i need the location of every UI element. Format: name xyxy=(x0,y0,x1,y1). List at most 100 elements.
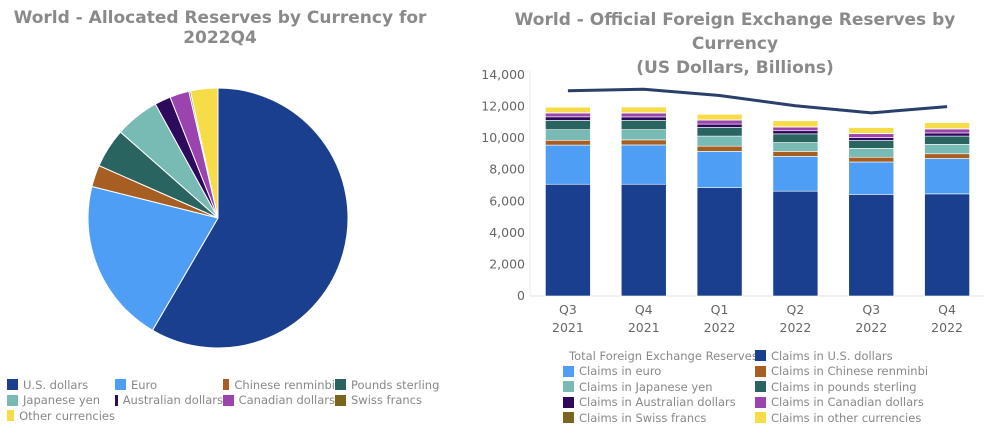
y-tick-label: 2,000 xyxy=(489,256,525,271)
legend-item-total-foreign-exchange-reserves: Total Foreign Exchange Reserves xyxy=(563,348,758,364)
bar-segment-claims-in-australian-dollars xyxy=(848,137,895,141)
legend-label: Pounds sterling xyxy=(351,377,440,392)
bar-segment-claims-in-u-s-dollars xyxy=(848,194,895,297)
bar-segment-claims-in-euro xyxy=(545,144,591,185)
pie-legend: U.S. dollars Euro Chinese renminbi Pounds s… xyxy=(7,377,447,424)
bar-segment-claims-in-chinese-renminbi xyxy=(620,139,667,146)
bar-segment-claims-in-chinese-renminbi xyxy=(772,151,819,157)
pie-slice-u-s-dollars xyxy=(151,87,349,349)
legend-label: Claims in Canadian dollars xyxy=(771,395,924,410)
legend-swatch xyxy=(7,379,18,391)
bar-segment-claims-in-canadian-dollars xyxy=(545,112,591,118)
legend-swatch xyxy=(115,379,126,391)
bar-segment-claims-in-pounds-sterling xyxy=(696,127,743,137)
x-tick-label: 2022 xyxy=(704,320,736,335)
legend-swatch xyxy=(223,379,230,391)
bar-segment-claims-in-canadian-dollars xyxy=(772,126,819,132)
legend-swatch xyxy=(335,394,346,406)
bar-segment-claims-in-other-currencies xyxy=(924,122,970,129)
y-tick-label: 10,000 xyxy=(481,130,525,145)
bar-segment-claims-in-australian-dollars xyxy=(545,116,591,121)
bar-segment-claims-in-pounds-sterling xyxy=(545,120,591,130)
legend-label: Claims in pounds sterling xyxy=(771,379,917,394)
bar-segment-claims-in-euro xyxy=(848,161,895,195)
legend-swatch xyxy=(755,412,766,424)
bar-segment-claims-in-canadian-dollars xyxy=(848,133,895,138)
legend-label: Euro xyxy=(131,377,158,392)
bar-segment-claims-in-japanese-yen xyxy=(772,142,819,152)
bar-segment-claims-in-australian-dollars xyxy=(620,116,667,121)
x-tick-label: 2021 xyxy=(552,320,584,335)
legend-item-canadian-dollars: Canadian dollars xyxy=(223,393,335,409)
legend-swatch xyxy=(7,410,15,422)
bar-segment-claims-in-japanese-yen xyxy=(848,148,895,158)
legend-label: Total Foreign Exchange Reserves xyxy=(569,348,758,363)
legend-swatch xyxy=(755,350,766,362)
bar-segment-claims-in-japanese-yen xyxy=(924,143,970,155)
bar-segment-claims-in-australian-dollars xyxy=(772,130,819,135)
legend-label: Canadian dollars xyxy=(238,393,335,408)
y-tick-label: 0 xyxy=(517,288,525,303)
x-tick-label: Q4 xyxy=(938,302,956,317)
bar-segment-claims-in-pounds-sterling xyxy=(620,120,667,130)
bar-segment-claims-in-australian-dollars xyxy=(696,123,743,128)
y-tick-label: 14,000 xyxy=(481,67,525,82)
y-tick-label: 12,000 xyxy=(481,99,525,114)
pie-slice-euro xyxy=(87,185,219,331)
pie-chart-title: World - Allocated Reserves by Currency f… xyxy=(13,8,427,48)
x-tick-label: 2022 xyxy=(855,320,887,335)
legend-swatch xyxy=(563,365,574,377)
legend-label: Claims in Swiss francs xyxy=(579,410,707,425)
legend-swatch xyxy=(755,365,766,377)
legend-label: U.S. dollars xyxy=(23,377,89,392)
x-tick-label: 2022 xyxy=(780,320,812,335)
legend-item-claims-in-canadian-dollars: Claims in Canadian dollars xyxy=(755,395,947,411)
bar-segment-claims-in-u-s-dollars xyxy=(696,187,743,297)
legend-item-claims-in-pounds-sterling: Claims in pounds sterling xyxy=(755,379,947,395)
pie-slice-other-currencies xyxy=(189,87,219,219)
bar-legend: Total Foreign Exchange Reserves Claims in… xyxy=(563,348,963,426)
legend-item-euro: Euro xyxy=(115,377,223,393)
bar-segment-claims-in-euro xyxy=(620,144,667,185)
legend-label: Claims in Australian dollars xyxy=(579,395,736,410)
bar-chart-title: World - Official Foreign Exchange Reserv… xyxy=(470,8,1000,80)
legend-item-claims-in-swiss-francs: Claims in Swiss francs xyxy=(563,410,755,426)
bar-chart-title-main: World - Official Foreign Exchange Reserv… xyxy=(514,10,956,54)
legend-item-claims-in-other-currencies: Claims in other currencies xyxy=(755,410,947,426)
bar-segment-claims-in-chinese-renminbi xyxy=(924,153,970,159)
legend-item-pounds-sterling: Pounds sterling xyxy=(335,377,443,393)
bar-segment-claims-in-canadian-dollars xyxy=(696,119,743,125)
legend-item-chinese-renminbi: Chinese renminbi xyxy=(223,377,335,393)
legend-swatch xyxy=(115,394,118,406)
legend-label: Claims in Japanese yen xyxy=(579,379,713,394)
legend-swatch xyxy=(755,396,766,408)
legend-swatch xyxy=(563,396,574,408)
legend-item-swiss-francs: Swiss francs xyxy=(335,393,443,409)
legend-label: Swiss francs xyxy=(351,393,422,408)
bar-segment-claims-in-chinese-renminbi xyxy=(848,156,895,163)
legend-item-claims-in-australian-dollars: Claims in Australian dollars xyxy=(563,395,755,411)
legend-item-claims-in-euro: Claims in euro xyxy=(563,364,755,380)
bar-segment-claims-in-u-s-dollars xyxy=(620,183,667,297)
legend-label: Japanese yen xyxy=(23,393,101,408)
y-tick-label: 8,000 xyxy=(489,162,525,177)
legend-swatch xyxy=(563,381,574,393)
legend-label: Claims in euro xyxy=(579,364,662,379)
x-tick-label: 2021 xyxy=(628,320,660,335)
bar-segment-claims-in-other-currencies xyxy=(772,120,819,128)
bar-segment-claims-in-euro xyxy=(772,156,819,192)
legend-swatch xyxy=(7,394,18,406)
x-tick-label: Q2 xyxy=(787,302,805,317)
legend-swatch xyxy=(223,394,234,406)
bar-segment-claims-in-canadian-dollars xyxy=(924,128,970,134)
legend-item-japanese-yen: Japanese yen xyxy=(7,393,115,409)
x-tick-label: Q4 xyxy=(635,302,653,317)
x-tick-label: Q1 xyxy=(711,302,729,317)
bar-segment-claims-in-chinese-renminbi xyxy=(696,145,743,152)
y-tick-label: 4,000 xyxy=(489,225,525,240)
legend-label: Chinese renminbi xyxy=(234,377,335,392)
bar-segment-claims-in-u-s-dollars xyxy=(924,193,970,297)
x-tick-label: Q3 xyxy=(559,302,577,317)
legend-swatch xyxy=(755,381,766,393)
